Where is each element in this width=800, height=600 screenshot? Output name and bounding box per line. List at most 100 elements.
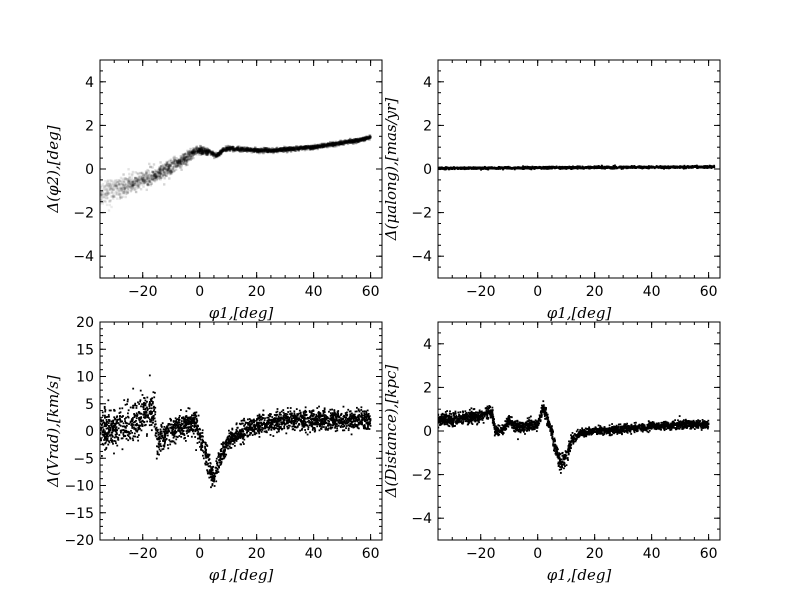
data-point — [309, 147, 312, 151]
data-point — [258, 149, 261, 152]
data-point — [333, 142, 337, 146]
data-point — [235, 147, 239, 150]
data-point — [290, 146, 294, 150]
data-point — [344, 140, 347, 144]
data-point — [251, 149, 254, 152]
data-point — [109, 186, 112, 189]
data-point — [176, 160, 179, 163]
data-point — [354, 138, 357, 142]
data-point — [342, 405, 345, 408]
data-point — [180, 420, 183, 422]
data-point — [189, 150, 192, 153]
data-point — [320, 142, 323, 146]
data-point — [263, 150, 267, 154]
data-point — [260, 151, 263, 154]
data-point — [288, 146, 291, 150]
data-point — [260, 148, 263, 152]
data-point — [228, 147, 232, 151]
data-point — [272, 149, 276, 152]
data-point — [187, 431, 190, 433]
data-point — [207, 149, 211, 152]
data-point — [199, 145, 202, 148]
data-point — [170, 170, 173, 173]
data-point — [505, 166, 508, 169]
data-point — [305, 146, 308, 149]
data-point — [172, 159, 176, 163]
data-point — [122, 191, 126, 194]
data-point — [273, 148, 276, 152]
data-point — [329, 142, 332, 146]
data-point — [131, 184, 134, 187]
data-point — [492, 167, 495, 169]
data-point — [270, 148, 274, 152]
data-point — [366, 135, 369, 139]
data-point — [681, 166, 683, 168]
data-point — [348, 139, 351, 142]
data-point — [180, 159, 183, 162]
data-point — [304, 146, 307, 149]
data-point — [321, 144, 324, 147]
data-point — [702, 165, 705, 168]
data-point — [189, 151, 192, 154]
data-point — [213, 156, 216, 160]
data-point — [185, 160, 189, 164]
data-point — [232, 147, 235, 150]
data-point — [205, 149, 209, 152]
data-point — [234, 149, 237, 153]
data-point — [347, 140, 351, 143]
data-point — [335, 143, 338, 146]
data-point — [523, 167, 526, 170]
data-point — [359, 138, 363, 141]
data-point — [217, 153, 221, 156]
data-point — [286, 407, 289, 409]
data-point — [299, 146, 302, 149]
data-point — [268, 149, 272, 152]
data-point — [324, 144, 328, 147]
data-point — [287, 147, 290, 151]
data-point — [206, 150, 209, 153]
data-point — [208, 149, 211, 153]
data-point — [350, 139, 354, 142]
data-point — [151, 177, 154, 181]
data-point — [332, 143, 336, 146]
data-point — [158, 435, 161, 438]
data-point — [228, 147, 231, 150]
data-point — [262, 149, 265, 153]
data-point — [275, 148, 278, 151]
data-point — [233, 147, 236, 151]
data-point — [335, 142, 338, 145]
data-point — [284, 147, 287, 151]
data-point — [354, 138, 357, 141]
data-point — [176, 160, 180, 164]
data-point — [277, 149, 281, 152]
data-point — [326, 144, 329, 147]
data-point — [149, 177, 152, 180]
data-point — [292, 147, 295, 150]
data-point — [127, 185, 130, 188]
data-point — [159, 450, 162, 452]
data-point — [310, 146, 314, 150]
data-point — [358, 137, 362, 141]
data-point — [156, 170, 160, 174]
data-point — [241, 147, 244, 150]
data-point — [195, 149, 198, 152]
data-point — [119, 424, 122, 427]
data-point — [346, 140, 350, 143]
data-point — [351, 139, 354, 142]
data-point — [328, 143, 332, 146]
data-point — [105, 196, 108, 200]
data-point — [260, 147, 263, 151]
data-point — [292, 146, 296, 149]
data-point — [333, 142, 336, 146]
data-point — [228, 146, 231, 150]
data-point — [324, 143, 327, 146]
data-point — [110, 188, 114, 191]
data-point — [100, 198, 103, 202]
data-point — [570, 167, 573, 170]
data-point — [120, 188, 123, 191]
data-point — [256, 150, 259, 154]
data-point — [183, 162, 186, 166]
data-point — [127, 179, 131, 183]
data-point — [301, 147, 304, 150]
data-point — [168, 170, 171, 174]
